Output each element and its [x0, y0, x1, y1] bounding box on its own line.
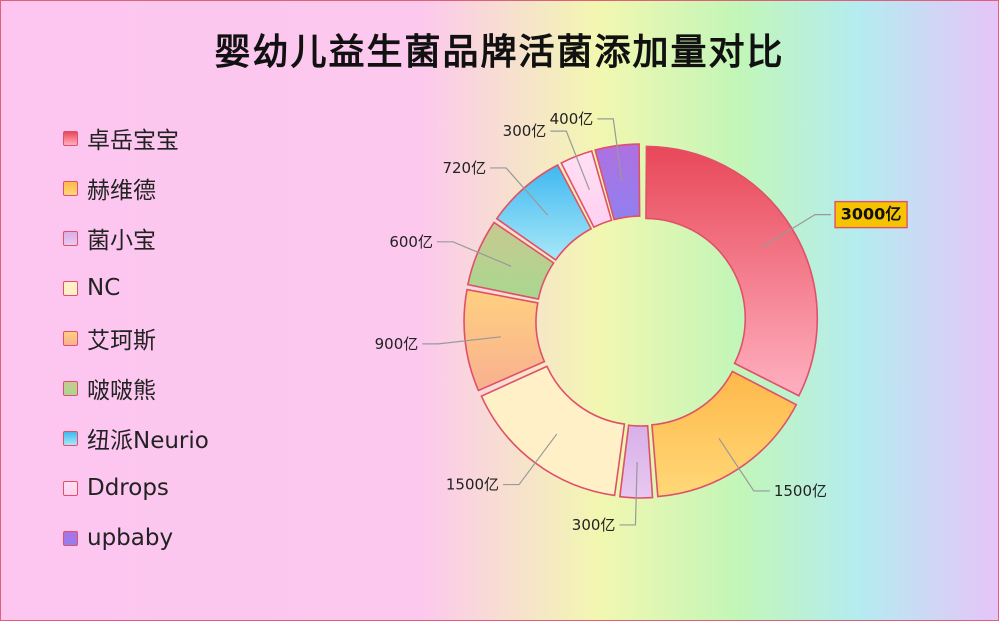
legend-swatch	[63, 480, 78, 496]
legend-swatch	[63, 430, 78, 446]
slice-value-label: 3000亿	[841, 205, 902, 224]
legend-swatch	[63, 330, 78, 346]
legend-item[interactable]: 啵啵熊	[63, 363, 209, 413]
legend-item[interactable]: NC	[63, 263, 209, 313]
legend-label: upbaby	[87, 525, 174, 551]
leader-line	[422, 336, 501, 345]
legend-swatch	[63, 280, 78, 296]
legend-item[interactable]: 卓岳宝宝	[63, 113, 209, 163]
legend-label: 菌小宝	[87, 228, 156, 254]
slice-value-label: 400亿	[550, 110, 594, 128]
leader-line	[718, 438, 770, 492]
legend-swatch	[63, 230, 78, 246]
legend-label: 啵啵熊	[87, 378, 156, 404]
slice-value-label: 300亿	[503, 122, 547, 140]
donut-slice[interactable]	[480, 365, 626, 497]
leader-line	[550, 130, 590, 191]
legend-label: 纽派Neurio	[87, 428, 209, 454]
slice-value-label: 720亿	[442, 159, 486, 177]
legend-label: 赫维德	[87, 178, 156, 204]
legend-label: 卓岳宝宝	[87, 128, 179, 154]
legend-swatch	[63, 380, 78, 396]
legend: 卓岳宝宝赫维德菌小宝 NC 艾珂斯啵啵熊纽派Neurio Ddrops upbaby	[63, 113, 209, 563]
leader-line	[760, 214, 832, 248]
leader-line	[503, 433, 558, 486]
legend-label: 艾珂斯	[87, 328, 156, 354]
legend-item[interactable]: upbaby	[63, 513, 209, 563]
leader-line	[490, 167, 549, 216]
donut-slice[interactable]	[594, 143, 641, 221]
slice-value-label: 1500亿	[446, 476, 499, 494]
donut-slice[interactable]	[645, 145, 819, 397]
leader-line	[597, 118, 623, 182]
donut-slice[interactable]	[560, 150, 613, 229]
legend-label: Ddrops	[87, 475, 169, 501]
leader-line	[619, 461, 638, 526]
slice-value-label: 300亿	[572, 516, 616, 534]
legend-item[interactable]: 菌小宝	[63, 213, 209, 263]
legend-swatch	[63, 530, 78, 546]
donut-slice[interactable]	[651, 370, 798, 498]
legend-swatch	[63, 130, 78, 146]
chart-title: 婴幼儿益生菌品牌活菌添加量对比	[214, 32, 785, 73]
legend-item[interactable]: Ddrops	[63, 463, 209, 513]
slice-value-label: 900亿	[375, 335, 419, 353]
donut-slice[interactable]	[466, 221, 555, 301]
legend-item[interactable]: 艾珂斯	[63, 313, 209, 363]
donut-slice[interactable]	[618, 424, 654, 499]
slice-value-label: 600亿	[389, 233, 433, 251]
legend-item[interactable]: 纽派Neurio	[63, 413, 209, 463]
slice-value-label: 1500亿	[774, 482, 827, 500]
legend-swatch	[63, 180, 78, 196]
leader-line	[436, 241, 512, 267]
legend-label: NC	[87, 275, 121, 301]
highlight-label-box	[834, 200, 908, 229]
legend-item[interactable]: 赫维德	[63, 163, 209, 213]
donut-slice[interactable]	[495, 163, 593, 262]
donut-slice[interactable]	[463, 288, 546, 392]
